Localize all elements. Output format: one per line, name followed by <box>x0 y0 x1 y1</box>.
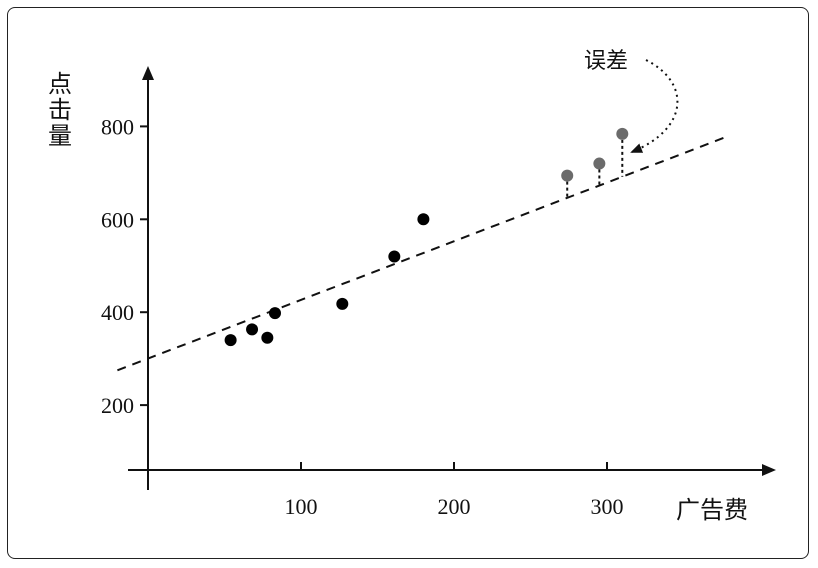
error-annotation-label: 误差 <box>584 49 628 74</box>
figure-frame <box>7 7 809 559</box>
error-data-point <box>593 157 606 170</box>
data-point <box>417 213 430 226</box>
y-axis-arrow-icon <box>142 66 154 80</box>
data-point <box>268 307 281 320</box>
error-annotation-arrow <box>630 59 679 153</box>
y-tick-label: 600 <box>101 207 134 232</box>
error-data-point <box>561 169 574 182</box>
y-tick-label: 200 <box>101 393 134 418</box>
data-point <box>388 250 401 263</box>
data-point <box>336 297 349 310</box>
data-point <box>246 323 259 336</box>
y-tick-label: 400 <box>101 300 134 325</box>
y-axis-title: 点击量 <box>48 70 72 150</box>
x-tick-label: 200 <box>438 494 471 519</box>
x-tick-label: 300 <box>591 494 624 519</box>
trend-line <box>117 134 730 372</box>
data-point <box>224 334 237 347</box>
error-data-point <box>616 127 629 140</box>
x-tick-label: 100 <box>285 494 318 519</box>
x-axis-arrow-icon <box>762 464 776 476</box>
x-axis-title: 广告费 <box>676 496 748 524</box>
data-point <box>261 331 274 344</box>
y-tick-label: 800 <box>101 114 134 139</box>
